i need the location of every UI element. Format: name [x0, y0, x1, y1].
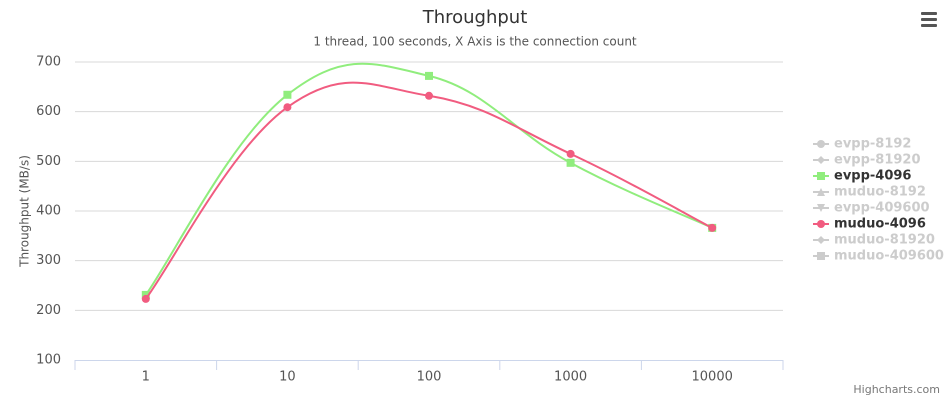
legend-label: muduo-4096 — [834, 217, 926, 232]
marker — [566, 149, 575, 158]
marker — [817, 172, 825, 180]
legend-label: muduo-409600 — [834, 249, 944, 264]
y-tick-label: 300 — [36, 253, 61, 268]
y-tick-label: 100 — [36, 353, 61, 368]
legend-item[interactable]: muduo-8192 — [813, 185, 926, 200]
marker — [283, 90, 292, 99]
y-tick-label: 500 — [36, 154, 61, 169]
legend-item[interactable]: muduo-409600 — [813, 249, 944, 264]
legend-item[interactable]: muduo-4096 — [813, 217, 926, 232]
marker — [817, 140, 825, 148]
marker — [817, 204, 825, 212]
menu-bar — [921, 18, 937, 21]
marker — [708, 223, 717, 232]
marker — [283, 103, 292, 112]
x-tick-label: 10000 — [692, 370, 733, 385]
chart-title: Throughput — [422, 7, 528, 28]
legend-label: muduo-8192 — [834, 185, 926, 200]
marker — [817, 156, 825, 164]
x-tick-label: 100 — [417, 370, 442, 385]
y-tick-label: 700 — [36, 55, 61, 70]
legend-item[interactable]: evpp-81920 — [813, 153, 921, 168]
credits: Highcharts.com — [853, 383, 940, 396]
menu-bar — [921, 24, 937, 27]
legend-label: muduo-81920 — [834, 233, 935, 248]
marker — [817, 188, 825, 196]
marker — [817, 236, 825, 244]
y-tick-label: 400 — [36, 204, 61, 219]
legend-item[interactable]: evpp-4096 — [813, 169, 911, 184]
y-tick-label: 200 — [36, 303, 61, 318]
x-tick-label: 1000 — [554, 370, 587, 385]
legend-label: evpp-409600 — [834, 201, 930, 216]
legend-label: evpp-81920 — [834, 153, 921, 168]
legend-label: evpp-4096 — [834, 169, 911, 184]
marker — [817, 220, 825, 228]
legend-item[interactable]: muduo-81920 — [813, 233, 935, 248]
marker — [425, 71, 433, 80]
marker — [817, 252, 825, 260]
marker — [141, 294, 150, 303]
y-axis-label: Throughput (MB/s) — [18, 155, 32, 268]
chart-subtitle: 1 thread, 100 seconds, X Axis is the con… — [313, 35, 637, 49]
series-line — [144, 81, 713, 300]
marker — [425, 91, 433, 100]
legend-item[interactable]: evpp-409600 — [813, 201, 930, 216]
menu-button[interactable] — [921, 12, 937, 27]
legend-item[interactable]: evpp-8192 — [813, 137, 911, 152]
x-tick-label: 10 — [279, 370, 296, 385]
y-tick-label: 600 — [36, 104, 61, 119]
x-tick-label: 1 — [142, 370, 150, 385]
legend-label: evpp-8192 — [834, 137, 911, 152]
marker — [566, 158, 575, 167]
menu-bar — [921, 12, 937, 15]
